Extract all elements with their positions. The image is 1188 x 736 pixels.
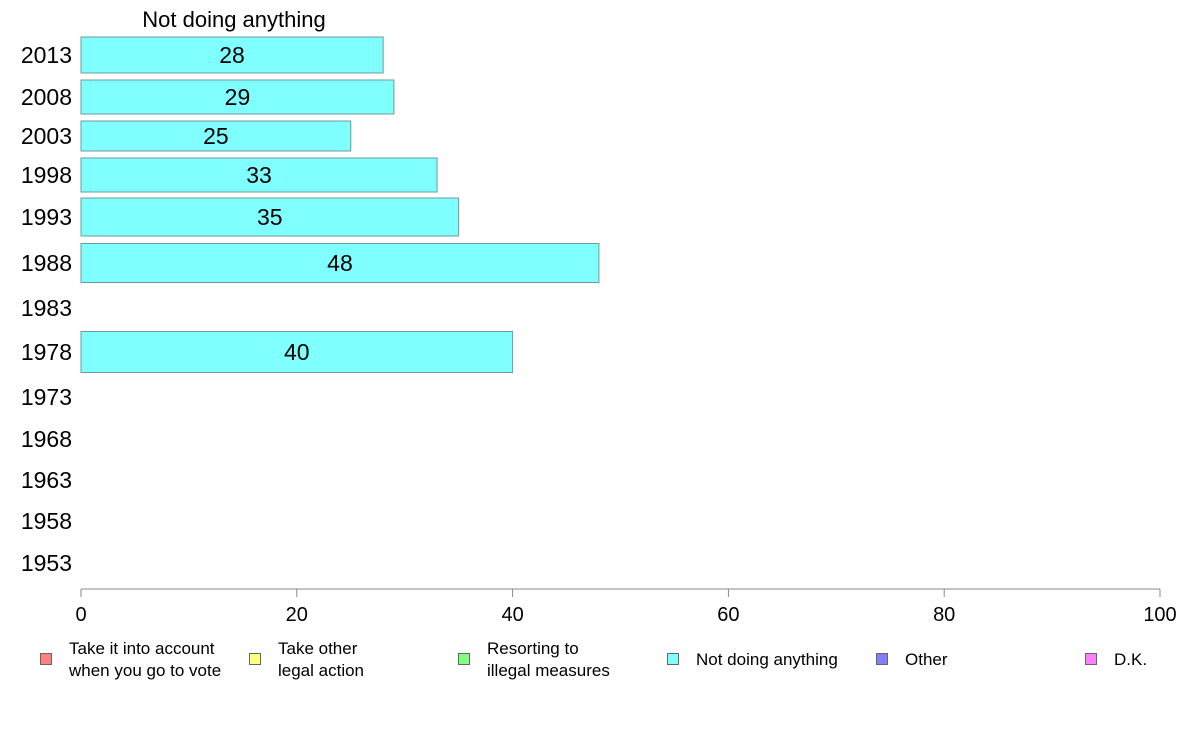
- data-label: 48: [327, 250, 353, 276]
- bar: [80, 120, 352, 152]
- data-label: 35: [257, 204, 283, 230]
- x-tick-label: 20: [286, 604, 308, 626]
- category-label: 1998: [21, 162, 72, 188]
- category-label: 2008: [21, 84, 72, 110]
- legend-item: Other: [876, 638, 948, 671]
- bar: [80, 36, 384, 74]
- category-label: 1973: [21, 384, 72, 410]
- legend-swatch: [249, 653, 261, 665]
- legend-item: Resorting to illegal measures: [458, 638, 610, 682]
- legend-label: Other: [905, 650, 948, 669]
- data-label: 28: [219, 42, 245, 68]
- legend: Take it into account when you go to vote…: [0, 638, 1188, 698]
- data-label: 40: [284, 339, 310, 365]
- category-label: 1963: [21, 467, 72, 493]
- x-tick-label: 100: [1143, 604, 1176, 626]
- x-axis: 0 20 40 60 80 100: [75, 588, 1177, 626]
- category-label: 2013: [21, 42, 72, 68]
- legend-swatch: [667, 653, 679, 665]
- legend-label: Not doing anything: [696, 650, 838, 669]
- x-tick-label: 40: [501, 604, 523, 626]
- legend-label: Take other legal action: [278, 639, 365, 680]
- legend-item: D.K.: [1085, 638, 1147, 671]
- legend-label: Resorting to illegal measures: [487, 639, 610, 680]
- legend-label: D.K.: [1114, 650, 1148, 669]
- category-label: 1983: [21, 295, 72, 321]
- category-label: 2003: [21, 123, 72, 149]
- legend-swatch: [458, 653, 470, 665]
- x-tick-label: 60: [717, 604, 739, 626]
- data-label: 25: [203, 123, 229, 149]
- legend-swatch: [1085, 653, 1097, 665]
- data-label: 29: [225, 84, 251, 110]
- legend-swatch: [876, 653, 888, 665]
- legend-item: Take other legal action: [249, 638, 364, 682]
- bar: [80, 331, 514, 373]
- legend-item: Not doing anything: [667, 638, 838, 671]
- bar: [80, 79, 395, 115]
- category-label: 1988: [21, 250, 72, 276]
- category-label: 1968: [21, 426, 72, 452]
- legend-swatch: [40, 653, 52, 665]
- category-label: 1978: [21, 339, 72, 365]
- legend-item: Take it into account when you go to vote: [40, 638, 221, 682]
- bar: [80, 243, 600, 283]
- category-label: 1993: [21, 204, 72, 230]
- bar: [80, 157, 438, 193]
- bar: [80, 197, 460, 237]
- category-label: 1958: [21, 508, 72, 534]
- chart-title: Not doing anything: [142, 7, 325, 32]
- x-tick-label: 0: [75, 604, 86, 626]
- category-label: 1953: [21, 550, 72, 576]
- data-label: 33: [246, 162, 272, 188]
- x-tick-label: 80: [933, 604, 955, 626]
- legend-label: Take it into account when you go to vote: [69, 639, 222, 680]
